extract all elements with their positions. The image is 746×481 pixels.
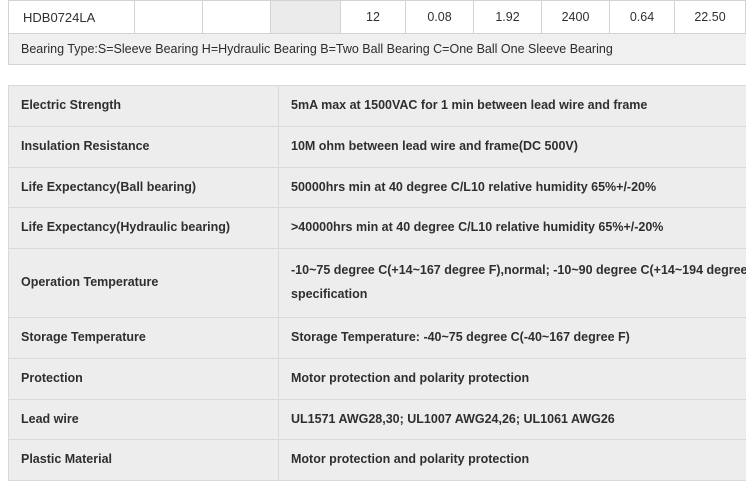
parameter-table: Electric Strength 5mA max at 1500VAC for… <box>8 85 746 481</box>
param-label-lead-wire: Lead wire <box>9 399 279 440</box>
param-label-life-expectancy-hydraulic-bearing: Life Expectancy(Hydraulic bearing) <box>9 208 279 249</box>
param-value-life-expectancy-hydraulic-bearing: >40000hrs min at 40 degree C/L10 relativ… <box>279 208 746 249</box>
param-value-plastic-material: Motor protection and polarity protection <box>279 440 746 481</box>
table-row: Life Expectancy(Hydraulic bearing) >4000… <box>9 208 746 249</box>
table-row: Electric Strength 5mA max at 1500VAC for… <box>9 86 746 127</box>
param-value-electric-strength: 5mA max at 1500VAC for 1 min between lea… <box>279 86 746 127</box>
specification-row: HDB0724LA 12 0.08 1.92 2400 0.64 22.50 2… <box>9 1 746 34</box>
param-label-plastic-material: Plastic Material <box>9 440 279 481</box>
specification-table: HDB0724LA 12 0.08 1.92 2400 0.64 22.50 2… <box>8 0 746 65</box>
cell-value-4: 2400 <box>542 1 610 34</box>
bearing-type-legend-row: Bearing Type:S=Sleeve Bearing H=Hydrauli… <box>9 34 746 65</box>
cell-value-6: 22.50 <box>675 1 746 34</box>
param-value-protection: Motor protection and polarity protection <box>279 358 746 399</box>
cell-value-1: 12 <box>341 1 406 34</box>
cell-value-2: 0.08 <box>406 1 474 34</box>
cell-model-number: HDB0724LA <box>9 1 135 34</box>
param-label-insulation-resistance: Insulation Resistance <box>9 126 279 167</box>
cell-blank-2 <box>203 1 271 34</box>
param-label-operation-temperature: Operation Temperature <box>9 249 279 318</box>
parameter-table-container: Electric Strength 5mA max at 1500VAC for… <box>8 85 738 481</box>
param-value-operation-temperature: -10~75 degree C(+14~167 degree F),normal… <box>279 249 746 318</box>
param-label-protection: Protection <box>9 358 279 399</box>
param-label-storage-temperature: Storage Temperature <box>9 318 279 359</box>
table-row: Plastic Material Motor protection and po… <box>9 440 746 481</box>
cell-value-3: 1.92 <box>474 1 542 34</box>
cell-value-5: 0.64 <box>610 1 675 34</box>
specification-table-container: HDB0724LA 12 0.08 1.92 2400 0.64 22.50 2… <box>8 0 738 65</box>
table-row: Storage Temperature Storage Temperature:… <box>9 318 746 359</box>
param-value-lead-wire: UL1571 AWG28,30; UL1007 AWG24,26; UL1061… <box>279 399 746 440</box>
table-row: Operation Temperature -10~75 degree C(+1… <box>9 249 746 318</box>
cell-blank-1 <box>135 1 203 34</box>
table-row: Life Expectancy(Ball bearing) 50000hrs m… <box>9 167 746 208</box>
table-row: Lead wire UL1571 AWG28,30; UL1007 AWG24,… <box>9 399 746 440</box>
bearing-type-legend-text: Bearing Type:S=Sleeve Bearing H=Hydrauli… <box>9 34 746 65</box>
table-row: Insulation Resistance 10M ohm between le… <box>9 126 746 167</box>
param-value-life-expectancy-ball-bearing: 50000hrs min at 40 degree C/L10 relative… <box>279 167 746 208</box>
param-value-storage-temperature: Storage Temperature: -40~75 degree C(-40… <box>279 318 746 359</box>
cell-blank-3-shaded <box>271 1 341 34</box>
param-label-electric-strength: Electric Strength <box>9 86 279 127</box>
table-row: Protection Motor protection and polarity… <box>9 358 746 399</box>
param-label-life-expectancy-ball-bearing: Life Expectancy(Ball bearing) <box>9 167 279 208</box>
param-value-insulation-resistance: 10M ohm between lead wire and frame(DC 5… <box>279 126 746 167</box>
